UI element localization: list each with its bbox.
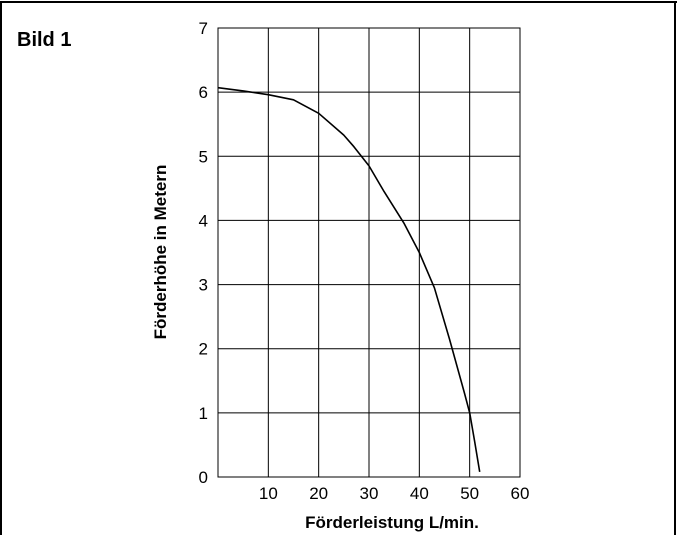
y-tick-label-5: 5 xyxy=(199,147,208,166)
y-tick-label-2: 2 xyxy=(199,340,208,359)
x-tick-label-50: 50 xyxy=(460,484,479,503)
plot-area-border xyxy=(217,27,521,478)
x-tick-label-20: 20 xyxy=(309,484,328,503)
x-axis-title: Förderleistung L/min. xyxy=(305,513,479,532)
x-tick-label-30: 30 xyxy=(360,484,379,503)
y-axis-title: Förderhöhe in Metern xyxy=(151,165,170,340)
x-tick-labels: 10 20 30 40 50 60 xyxy=(259,484,530,503)
y-tick-label-0: 0 xyxy=(199,468,208,487)
y-tick-label-6: 6 xyxy=(199,83,208,102)
x-tick-label-40: 40 xyxy=(410,484,429,503)
series-line-0 xyxy=(217,86,481,473)
chart-grid xyxy=(218,28,520,477)
y-tick-label-1: 1 xyxy=(199,404,208,423)
series-layer xyxy=(217,86,481,473)
y-tick-label-7: 7 xyxy=(199,19,208,38)
x-tick-label-60: 60 xyxy=(511,484,530,503)
y-tick-label-3: 3 xyxy=(199,276,208,295)
plot-frame xyxy=(217,27,521,478)
figure-label: Bild 1 xyxy=(17,29,72,51)
x-tick-label-10: 10 xyxy=(259,484,278,503)
y-tick-labels: 0 1 2 3 4 5 6 7 xyxy=(199,19,208,487)
y-tick-label-4: 4 xyxy=(199,211,208,230)
